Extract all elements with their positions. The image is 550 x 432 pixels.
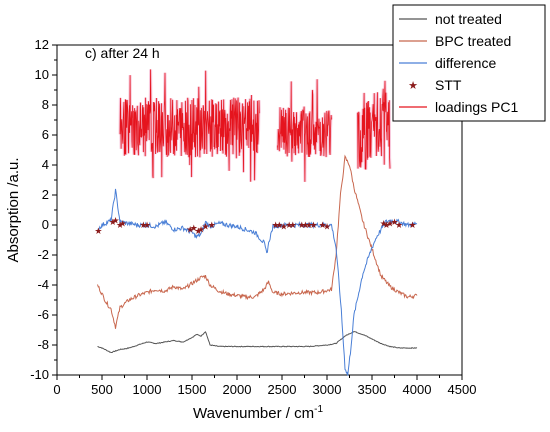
- stt-point: ★: [318, 220, 326, 230]
- stt-point: ★: [119, 219, 127, 229]
- x-axis-title: Wavenumber / cm-1: [193, 404, 323, 422]
- legend-entry: not treated: [435, 11, 502, 27]
- stt-point: ★: [275, 220, 283, 230]
- legend-swatch-star: ★: [408, 80, 418, 92]
- stt-point: ★: [139, 220, 147, 230]
- chart-annotation: c) after 24 h: [85, 45, 160, 61]
- stt-point: ★: [116, 220, 124, 230]
- y-tick-label: -8: [37, 337, 49, 352]
- stt-point: ★: [289, 220, 297, 230]
- stt-point: ★: [190, 223, 198, 233]
- x-tick-label: 1000: [133, 382, 162, 397]
- stt-point: ★: [194, 226, 202, 236]
- x-tick-label: 500: [91, 382, 113, 397]
- stt-point: ★: [201, 222, 209, 232]
- series-group: ★★★★★ ★★ ★★★★★★ ★★★★★ ★★★★ ★★ ★★★★★ ★: [94, 69, 418, 376]
- stt-point: ★: [280, 222, 288, 232]
- stt-point: ★: [386, 219, 394, 229]
- series-line-1: [97, 154, 418, 329]
- stt-point: ★: [380, 219, 388, 229]
- y-tick-label: 6: [42, 127, 49, 142]
- stt-point: ★: [208, 220, 216, 230]
- y-tick-label: 4: [42, 157, 49, 172]
- y-tick-label: -6: [37, 307, 49, 322]
- x-tick-label: 3500: [358, 382, 387, 397]
- stt-point: ★: [186, 225, 194, 235]
- y-tick-label: -10: [30, 367, 49, 382]
- stt-point: ★: [272, 220, 280, 230]
- y-tick-label: 8: [42, 97, 49, 112]
- legend-entry: difference: [435, 55, 496, 71]
- stt-point: ★: [301, 220, 309, 230]
- y-tick-label: -4: [37, 277, 49, 292]
- stt-point: ★: [323, 222, 331, 232]
- stt-point: ★: [305, 220, 313, 230]
- legend-entry: BPC treated: [435, 33, 511, 49]
- axes-group: 0 500 1000 1500 2000 2500 3000 3500 4000 4500 -10 -…: [30, 37, 476, 397]
- stt-point: ★: [395, 220, 403, 230]
- legend-entry: loadings PC1: [435, 99, 518, 115]
- stt-point: ★: [298, 220, 306, 230]
- y-tick-label: 10: [35, 67, 49, 82]
- stt-point: ★: [285, 220, 293, 230]
- loadings-segment-0: [119, 69, 260, 182]
- stt-point: ★: [94, 226, 102, 236]
- y-tick-label: 2: [42, 187, 49, 202]
- x-tick-label: 3000: [313, 382, 342, 397]
- x-tick-label: 2500: [268, 382, 297, 397]
- legend-entry: STT: [435, 77, 462, 93]
- loadings-segment-2: [357, 80, 391, 170]
- stt-point: ★: [109, 217, 117, 227]
- x-tick-label: 4000: [403, 382, 432, 397]
- x-tick-label: 2000: [223, 382, 252, 397]
- x-tick-label: 1500: [178, 382, 207, 397]
- stt-point: ★: [197, 225, 205, 235]
- stt-point: ★: [390, 217, 398, 227]
- x-axis-title-superscript: -1: [314, 404, 323, 415]
- series-line-2: [97, 188, 418, 376]
- loadings-segment-1: [277, 79, 332, 182]
- stt-point: ★: [309, 220, 317, 230]
- series-line-0: [97, 330, 418, 353]
- x-tick-label: 4500: [448, 382, 477, 397]
- legend: not treated BPC treated difference ★ STT load…: [392, 4, 546, 122]
- stt-point: ★: [111, 216, 119, 226]
- x-axis-title-text: Wavenumber / cm: [193, 405, 314, 422]
- x-tick-label: 0: [53, 382, 60, 397]
- stt-point: ★: [143, 220, 151, 230]
- y-tick-label: 12: [35, 37, 49, 52]
- y-axis-title: Absorption /a.u.: [5, 157, 22, 262]
- stt-point: ★: [382, 220, 390, 230]
- stt-point: ★: [408, 220, 416, 230]
- y-tick-label: 0: [42, 217, 49, 232]
- y-tick-label: -2: [37, 247, 49, 262]
